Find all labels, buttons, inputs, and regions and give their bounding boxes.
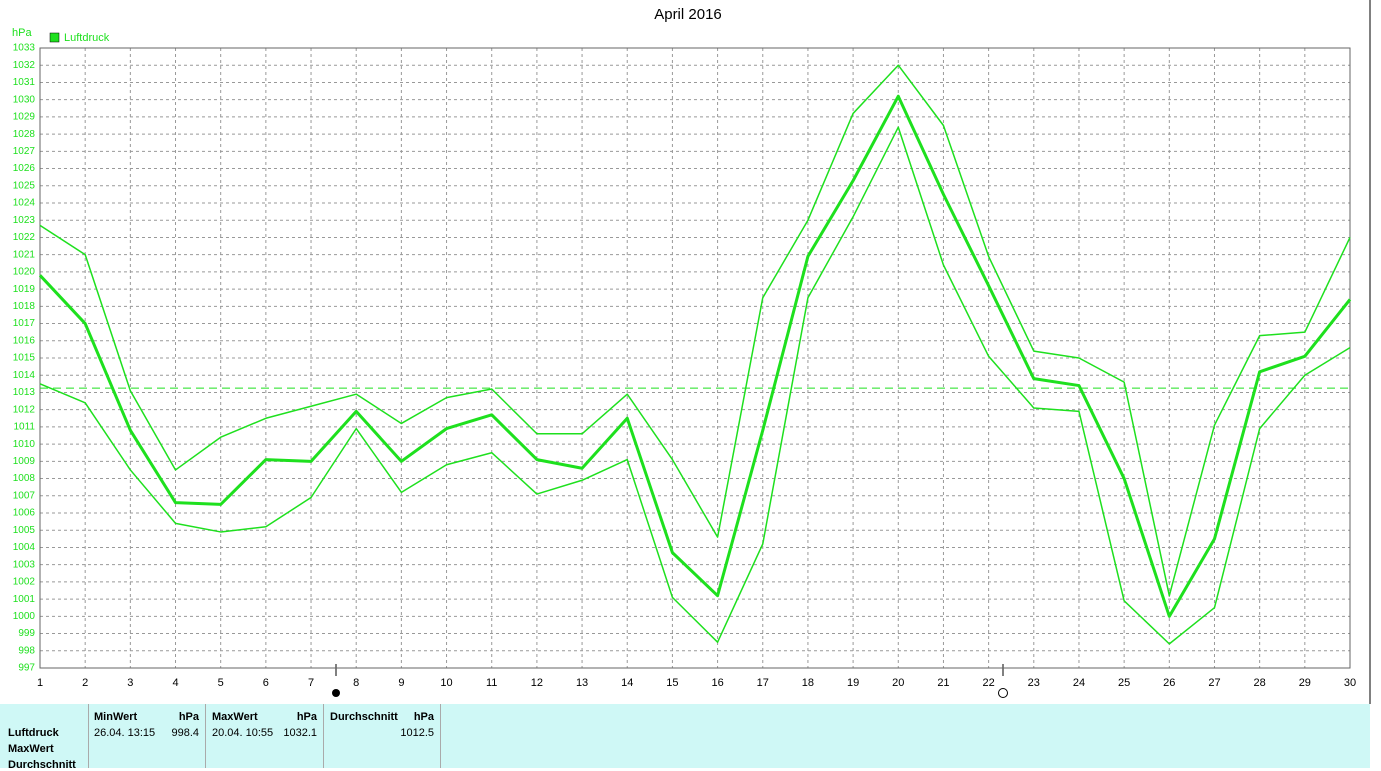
y-tick-label: 1001 xyxy=(13,594,36,605)
y-tick-label: 1023 xyxy=(13,215,36,226)
x-tick-label: 25 xyxy=(1118,677,1130,689)
x-tick-label: 11 xyxy=(486,677,497,689)
x-tick-label: 28 xyxy=(1254,677,1266,689)
y-tick-label: 1025 xyxy=(13,180,36,191)
series-line xyxy=(38,94,1352,618)
plot-frame xyxy=(39,47,1351,669)
min-col: MinWert hPa 26.04. 13:15 998.4 xyxy=(88,704,206,768)
avg-col: Durchschnitt hPa 1012.5 xyxy=(324,704,441,768)
x-tick-label: 22 xyxy=(982,677,994,689)
full-moon xyxy=(998,688,1008,698)
row-label-col: Luftdruck MaxWert Durchschnitt xyxy=(0,704,89,771)
y-tick-label: 1007 xyxy=(13,490,36,501)
y-tick-label: 1005 xyxy=(13,525,36,536)
x-tick-label: 29 xyxy=(1299,677,1311,689)
header: MaxWert xyxy=(212,711,258,723)
y-tick-label: 1019 xyxy=(13,284,36,295)
y-tick-label: 1033 xyxy=(13,43,36,54)
y-tick-label: 1020 xyxy=(13,267,36,278)
y-tick-label: 1010 xyxy=(13,439,36,450)
x-tick-label: 7 xyxy=(308,677,314,689)
row-label: MaxWert xyxy=(8,743,54,755)
legend-swatch xyxy=(49,32,60,43)
x-tick-label: 2 xyxy=(82,677,88,689)
unit: hPa xyxy=(413,711,434,723)
y-tick-label: 999 xyxy=(18,628,35,639)
y-tick-label: 1009 xyxy=(13,456,36,467)
y-tick-label: 1006 xyxy=(13,508,36,519)
x-tick-label: 1 xyxy=(37,677,43,689)
x-tick-label: 30 xyxy=(1344,677,1356,689)
y-tick-label: 1028 xyxy=(13,129,36,140)
y-tick-label: 1018 xyxy=(13,301,36,312)
new-moon xyxy=(332,689,340,697)
value: 998.4 xyxy=(171,727,199,739)
y-tick-label: 998 xyxy=(18,645,35,656)
header: MinWert xyxy=(94,711,138,723)
x-tick-label: 5 xyxy=(218,677,224,689)
y-tick-label: 1026 xyxy=(13,163,36,174)
y-tick-label: 1024 xyxy=(13,198,36,209)
x-tick-label: 20 xyxy=(892,677,904,689)
time: 20.04. 10:55 xyxy=(212,727,274,739)
time: 26.04. 13:15 xyxy=(94,727,156,739)
y-tick-label: 1031 xyxy=(13,77,36,88)
y-tick-label: 1017 xyxy=(13,318,36,329)
y-tick-label: 1030 xyxy=(13,94,36,105)
x-tick-label: 3 xyxy=(127,677,133,689)
x-tick-label: 12 xyxy=(531,677,543,689)
y-tick-label: 1012 xyxy=(13,404,36,415)
y-tick-label: 997 xyxy=(18,663,35,674)
x-tick-label: 26 xyxy=(1163,677,1175,689)
series-line xyxy=(39,64,1351,597)
y-tick-label: 1032 xyxy=(13,60,36,71)
x-tick-label: 10 xyxy=(440,677,452,689)
y-tick-label: 1027 xyxy=(13,146,36,157)
x-tick-label: 9 xyxy=(398,677,404,689)
x-tick-label: 15 xyxy=(666,677,678,689)
x-tick-label: 6 xyxy=(263,677,269,689)
x-tick-label: 19 xyxy=(847,677,859,689)
chart: April 2016 hPa 997 998 999 1000 1001 1002 1003… xyxy=(12,0,1371,704)
x-tick-label: 16 xyxy=(711,677,723,689)
x-tick-label: 24 xyxy=(1073,677,1085,689)
series-line xyxy=(39,126,1351,645)
row-label: Durchschnitt xyxy=(8,759,76,771)
header: Durchschnitt xyxy=(330,711,398,723)
y-tick-label: 1003 xyxy=(13,559,36,570)
y-unit: hPa xyxy=(12,27,32,39)
value: 1012.5 xyxy=(400,727,434,739)
legend-label: Luftdruck xyxy=(64,32,110,44)
x-tick-label: 8 xyxy=(353,677,359,689)
value: 1032.1 xyxy=(283,727,317,739)
y-tick-label: 1000 xyxy=(13,611,36,622)
unit: hPa xyxy=(178,711,199,723)
y-tick-label: 1022 xyxy=(13,232,36,243)
y-tick-label: 1004 xyxy=(13,542,36,553)
x-tick-label: 14 xyxy=(621,677,633,689)
x-tick-label: 13 xyxy=(576,677,588,689)
unit: hPa xyxy=(296,711,317,723)
chart-title: April 2016 xyxy=(654,6,722,23)
y-tick-label: 1015 xyxy=(13,353,36,364)
x-tick-label: 23 xyxy=(1028,677,1040,689)
row-label: Luftdruck xyxy=(8,727,59,739)
y-tick-label: 1013 xyxy=(13,387,36,398)
y-tick-label: 1014 xyxy=(13,370,36,381)
y-tick-label: 1011 xyxy=(13,422,35,433)
max-col: MaxWert hPa 20.04. 10:55 1032.1 xyxy=(206,704,324,768)
y-tick-label: 1021 xyxy=(13,249,36,260)
summary-table: Luftdruck MaxWert Durchschnitt MinWert h… xyxy=(0,704,1370,771)
x-tick-label: 21 xyxy=(937,677,949,689)
y-tick-label: 1016 xyxy=(13,335,36,346)
y-tick-label: 1029 xyxy=(13,112,36,123)
y-tick-label: 1008 xyxy=(13,473,36,484)
y-tick-label: 1002 xyxy=(13,577,36,588)
x-tick-label: 4 xyxy=(172,677,178,689)
x-tick-label: 17 xyxy=(757,677,769,689)
x-tick-label: 27 xyxy=(1208,677,1220,689)
x-tick-label: 18 xyxy=(802,677,814,689)
